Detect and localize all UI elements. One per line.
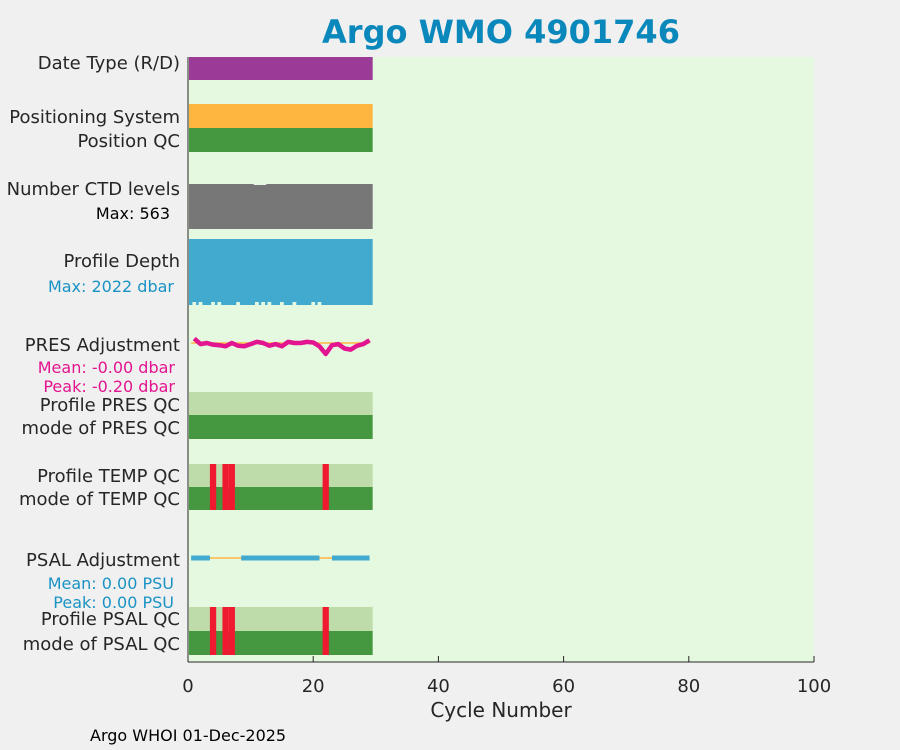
mode-psal-qc-bar: [189, 631, 373, 655]
depth-max: Max: 2022 dbar: [48, 277, 174, 296]
label-psal-adjustment: PSAL Adjustment: [26, 550, 180, 571]
x-tick-label-20: 20: [302, 676, 325, 697]
psal-mean: Mean: 0.00 PSU: [48, 574, 174, 593]
depth-notch-cycle-12: [261, 302, 265, 305]
label-position-qc: Position QC: [77, 131, 180, 152]
depth-notch-cycle-21: [317, 302, 322, 305]
depth-notch-cycle-11: [254, 302, 259, 305]
label-mode-temp-qc: mode of TEMP QC: [19, 489, 180, 510]
pres-peak: Peak: -0.20 dbar: [43, 377, 175, 396]
profile-psal-qc-bar: [189, 607, 373, 631]
label-pres-adjustment: PRES Adjustment: [25, 335, 180, 356]
label-ctd-levels: Number CTD levels: [7, 179, 180, 200]
x-tick-label-40: 40: [427, 676, 450, 697]
temp-qc-bad-cycle-6: [222, 464, 229, 510]
psal-qc-bad-cycle-22: [322, 607, 329, 655]
mode-pres-qc-bar: [189, 415, 373, 439]
x-tick-label-80: 80: [677, 676, 700, 697]
footer-note: Argo WHOI 01-Dec-2025: [90, 726, 286, 745]
temp-qc-bad-cycle-7: [228, 464, 235, 510]
label-profile-psal-qc: Profile PSAL QC: [41, 609, 180, 630]
depth-notch-cycle-4: [211, 302, 215, 305]
ctd-levels-bar: [189, 184, 373, 229]
temp-qc-bad-cycle-22: [322, 464, 329, 510]
label-date-type: Date Type (R/D): [38, 53, 180, 74]
depth-notch-cycle-2: [198, 302, 203, 305]
chart-title: Argo WMO 4901746: [322, 13, 680, 51]
x-tick-label-100: 100: [797, 676, 831, 697]
pres-adjustment-line: [192, 336, 371, 357]
depth-notch-cycle-15: [280, 302, 284, 305]
x-axis-label: Cycle Number: [430, 698, 572, 722]
x-tick-label-60: 60: [552, 676, 575, 697]
plot-area: [188, 57, 814, 662]
psal-qc-bad-cycle-4: [209, 607, 217, 655]
label-mode-psal-qc: mode of PSAL QC: [23, 634, 180, 655]
label-profile-depth: Profile Depth: [63, 251, 180, 272]
depth-notch-cycle-8: [236, 302, 240, 305]
label-positioning-system: Positioning System: [9, 107, 180, 128]
label-mode-pres-qc: mode of PRES QC: [22, 418, 180, 439]
psal-qc-bad-cycle-7: [228, 607, 235, 655]
label-profile-temp-qc: Profile TEMP QC: [37, 466, 180, 487]
depth-notch-cycle-5: [217, 302, 222, 305]
position-qc-bar: [189, 128, 373, 152]
ctd-gap-cycle-11: [253, 182, 260, 185]
profile-depth-bar: [189, 239, 373, 305]
depth-notch-cycle-17: [292, 302, 297, 305]
profile-pres-qc-bar: [189, 392, 373, 415]
depth-notch-cycle-13: [267, 302, 272, 305]
temp-qc-bad-cycle-4: [209, 464, 217, 510]
profile-temp-qc-bar: [189, 464, 373, 487]
date-type-bar: [189, 57, 373, 80]
psal-peak: Peak: 0.00 PSU: [53, 593, 174, 612]
ctd-max: Max: 563: [96, 204, 170, 223]
x-tick-label-0: 0: [182, 676, 193, 697]
mode-temp-qc-bar: [189, 487, 373, 510]
ctd-gap-cycle-12: [259, 182, 267, 185]
positioning-system-bar: [189, 104, 373, 128]
chart-marks: [189, 57, 373, 655]
depth-notch-cycle-20: [311, 302, 316, 305]
psal-qc-bad-cycle-6: [222, 607, 229, 655]
pres-mean: Mean: -0.00 dbar: [38, 358, 176, 377]
label-profile-pres-qc: Profile PRES QC: [40, 395, 180, 416]
depth-notch-cycle-1: [192, 302, 197, 305]
x-ticks: 0 20 40 60 80 100: [182, 656, 831, 697]
